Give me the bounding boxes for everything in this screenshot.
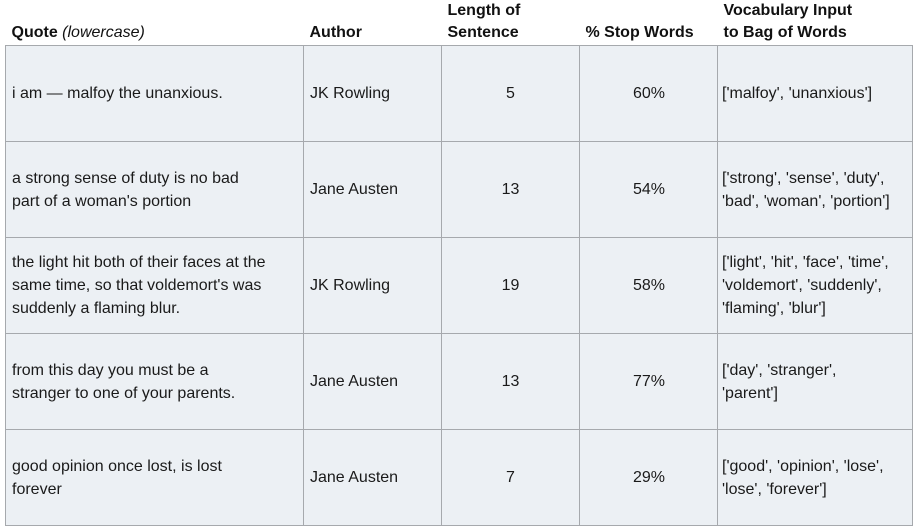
stop-words-percent: 60% (632, 85, 665, 102)
length-cell: 19 (441, 237, 580, 334)
table-body: i am — malfoy the unanxious. JK Rowling 5 6… (5, 45, 913, 526)
quote-text-line: part of a woman's portion (12, 192, 192, 210)
quote-cell: a strong sense of duty is no bad part of … (5, 141, 304, 238)
header-quote: Quote (lowercase) (5, 0, 304, 46)
header-quote-note: (lowercase) (62, 24, 145, 41)
table-row: a strong sense of duty is no bad part of … (5, 141, 913, 238)
header-stop-words-label: % Stop Words (585, 24, 694, 41)
quote-cell: i am — malfoy the unanxious. (5, 45, 304, 142)
vocabulary-cell: ['good', 'opinion', 'lose', 'lose', 'fore… (717, 429, 913, 526)
header-length-line2: Sentence (447, 24, 519, 41)
table-row: good opinion once lost, is lost forever Ja… (5, 429, 913, 526)
vocabulary-line: ['day', 'stranger', (722, 361, 837, 379)
stop-words-cell: 77% (579, 333, 718, 430)
sentence-length-value: 7 (506, 469, 515, 486)
vocabulary-line: ['malfoy', 'unanxious'] (722, 85, 873, 102)
author-cell: Jane Austen (303, 141, 442, 238)
author-name: JK Rowling (310, 277, 391, 294)
author-cell: Jane Austen (303, 429, 442, 526)
stop-words-percent: 77% (632, 373, 665, 390)
header-vocab-line2: to Bag of Words (723, 24, 847, 41)
vocabulary-line: 'bad', 'woman', 'portion'] (722, 192, 890, 210)
length-cell: 5 (441, 45, 580, 142)
quote-text-line: i am — malfoy the unanxious. (12, 85, 223, 102)
quote-text-line: good opinion once lost, is lost (12, 457, 222, 475)
table-row: i am — malfoy the unanxious. JK Rowling 5 6… (5, 45, 913, 142)
stop-words-cell: 29% (579, 429, 718, 526)
sentence-length-value: 19 (501, 277, 520, 294)
vocabulary-line: ['strong', 'sense', 'duty', (722, 169, 885, 187)
vocabulary-cell: ['light', 'hit', 'face', 'time', 'voldemo… (717, 237, 913, 334)
header-author: Author (303, 0, 442, 46)
header-length: Length of Sentence (441, 0, 580, 46)
quote-text-line: forever (12, 480, 62, 498)
quote-text-line: suddenly a flaming blur. (12, 300, 181, 317)
sentence-length-value: 13 (501, 373, 520, 390)
vocabulary-line: ['good', 'opinion', 'lose', (722, 457, 884, 475)
stop-words-cell: 60% (579, 45, 718, 142)
header-vocab-line1: Vocabulary Input (723, 2, 853, 19)
vocabulary-line: 'flaming', 'blur'] (722, 300, 826, 317)
header-author-label: Author (309, 24, 362, 41)
stop-words-percent: 58% (632, 277, 665, 294)
vocabulary-cell: ['day', 'stranger', 'parent'] (717, 333, 913, 430)
author-cell: JK Rowling (303, 237, 442, 334)
vocabulary-line: 'lose', 'forever'] (722, 480, 827, 498)
author-name: Jane Austen (310, 373, 399, 390)
length-cell: 7 (441, 429, 580, 526)
length-cell: 13 (441, 333, 580, 430)
quote-text-line: a strong sense of duty is no bad (12, 169, 239, 187)
vocabulary-cell: ['malfoy', 'unanxious'] (717, 45, 913, 142)
vocabulary-line: 'parent'] (722, 384, 778, 402)
sentence-length-value: 13 (501, 181, 520, 198)
stop-words-percent: 54% (632, 181, 665, 198)
vocabulary-line: ['light', 'hit', 'face', 'time', (722, 254, 889, 271)
quote-cell: from this day you must be a stranger to o… (5, 333, 304, 430)
sentence-length-value: 5 (506, 85, 515, 102)
header-length-line1: Length of (447, 2, 521, 19)
table-row: from this day you must be a stranger to o… (5, 333, 913, 430)
quote-text-line: same time, so that voldemort's was (12, 277, 262, 294)
header-vocabulary: Vocabulary Input to Bag of Words (717, 0, 913, 46)
quote-cell: the light hit both of their faces at the… (5, 237, 304, 334)
header-row: Quote (lowercase) Author Length of Sente… (5, 0, 913, 46)
stop-words-cell: 58% (579, 237, 718, 334)
table-row: the light hit both of their faces at the… (5, 237, 913, 334)
vocabulary-cell: ['strong', 'sense', 'duty', 'bad', 'woman… (717, 141, 913, 238)
author-cell: JK Rowling (303, 45, 442, 142)
quote-text-line: the light hit both of their faces at the (12, 254, 266, 271)
quote-text-line: from this day you must be a (12, 361, 209, 379)
header-quote-label: Quote (11, 24, 58, 41)
author-cell: Jane Austen (303, 333, 442, 430)
author-name: Jane Austen (310, 469, 399, 486)
quote-text-line: stranger to one of your parents. (12, 384, 236, 402)
quotes-table: Quote (lowercase) Author Length of Sente… (5, 0, 913, 526)
header-stop-words: % Stop Words (579, 0, 718, 46)
author-name: JK Rowling (310, 85, 391, 102)
table-header: Quote (lowercase) Author Length of Sente… (5, 0, 913, 46)
stop-words-percent: 29% (632, 469, 665, 486)
length-cell: 13 (441, 141, 580, 238)
stop-words-cell: 54% (579, 141, 718, 238)
quote-cell: good opinion once lost, is lost forever (5, 429, 304, 526)
vocabulary-line: 'voldemort', 'suddenly', (722, 277, 882, 294)
author-name: Jane Austen (310, 181, 399, 198)
